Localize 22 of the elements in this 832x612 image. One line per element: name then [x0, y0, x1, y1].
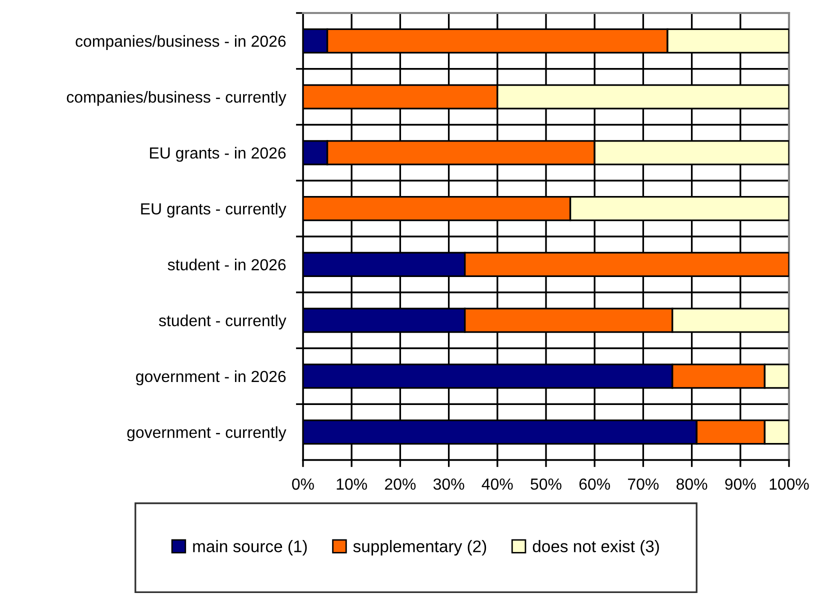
x-tick-label: 60% — [579, 478, 610, 490]
y-tick-label: companies/business - currently — [66, 91, 286, 106]
legend-label: main source (1) — [193, 540, 307, 556]
y-tick-label: student - in 2026 — [168, 258, 286, 270]
x-tick-label: 30% — [433, 478, 464, 490]
y-tick-label: EU grants - in 2026 — [150, 146, 286, 162]
x-tick-label: 50% — [530, 478, 562, 490]
legend-label: does not exist (3) — [532, 540, 659, 556]
x-tick-label: 70% — [628, 478, 659, 490]
x-tick-label: 0% — [292, 478, 314, 490]
y-tick-label: companies/business - in 2026 — [76, 35, 286, 50]
y-tick-label: EU grants - currently — [141, 202, 286, 218]
x-tick-label: 20% — [385, 478, 416, 490]
x-tick-label: 90% — [725, 478, 756, 490]
y-tick-label: government - in 2026 — [136, 370, 286, 386]
y-tick-label: government - currently — [127, 426, 286, 442]
x-tick-label: 40% — [482, 478, 513, 490]
legend-label: supplementary (2) — [353, 540, 486, 556]
x-tick-label: 10% — [336, 478, 368, 490]
x-tick-label: 100% — [770, 478, 809, 490]
y-tick-label: student - currently — [158, 314, 286, 330]
x-tick-label: 80% — [676, 478, 708, 490]
